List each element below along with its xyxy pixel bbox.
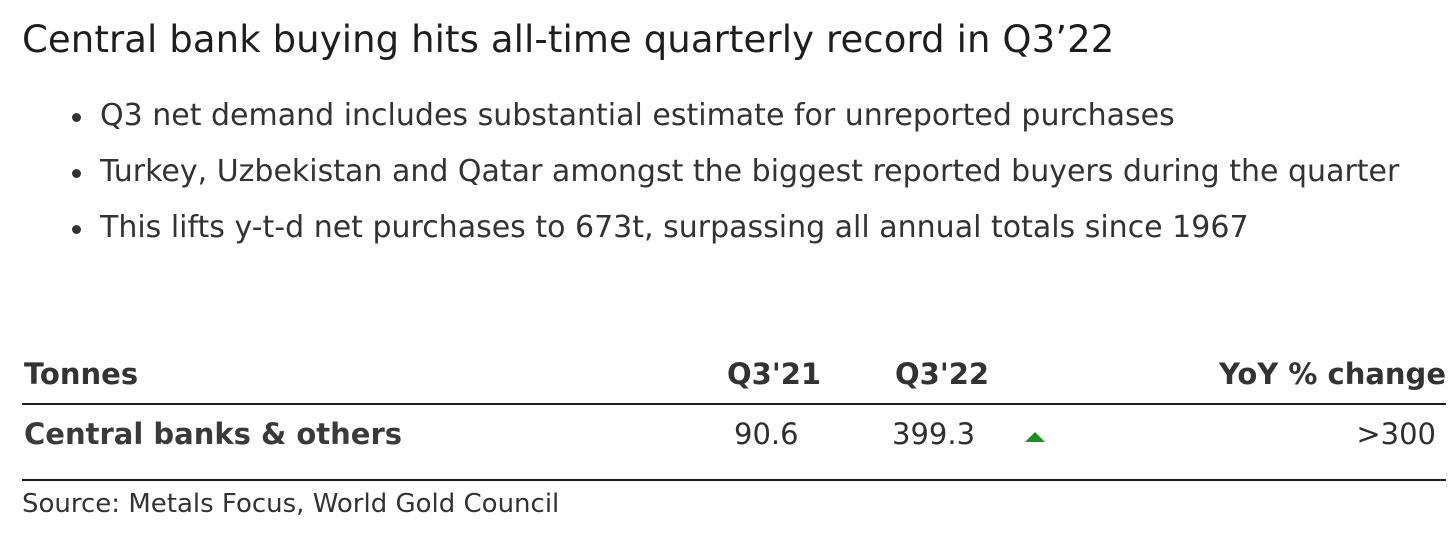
- table-header-row: Tonnes Q3'21 Q3'22 YoY % change: [22, 345, 1446, 403]
- demand-table: Tonnes Q3'21 Q3'22 YoY % change Central …: [22, 345, 1446, 481]
- bullet-text: Turkey, Uzbekistan and Qatar amongst the…: [100, 154, 1400, 189]
- cell-q321: 90.6: [734, 417, 799, 451]
- up-arrow-icon: [1025, 432, 1045, 442]
- bullet-list: Q3 net demand includes substantial estim…: [72, 88, 1430, 256]
- bullet-item: Q3 net demand includes substantial estim…: [72, 88, 1430, 144]
- cell-yoy: >300: [1356, 417, 1436, 451]
- column-header-yoy: YoY % change: [1219, 357, 1446, 391]
- table-bottom-divider: [22, 479, 1446, 481]
- bullet-text: Q3 net demand includes substantial estim…: [100, 98, 1175, 133]
- cell-q322: 399.3: [892, 417, 976, 451]
- bullet-dot-icon: [72, 113, 81, 122]
- bullet-dot-icon: [72, 225, 81, 234]
- bullet-dot-icon: [72, 169, 81, 178]
- header-divider: [22, 403, 1446, 405]
- column-header-tonnes: Tonnes: [24, 357, 139, 391]
- bullet-item: Turkey, Uzbekistan and Qatar amongst the…: [72, 144, 1430, 200]
- column-header-q322: Q3'22: [895, 357, 990, 391]
- bullet-item: This lifts y-t-d net purchases to 673t, …: [72, 200, 1430, 256]
- table-row: Central banks & others 90.6 399.3 >300: [22, 405, 1446, 463]
- column-header-q321: Q3'21: [727, 357, 822, 391]
- row-label: Central banks & others: [24, 417, 403, 451]
- bullet-text: This lifts y-t-d net purchases to 673t, …: [100, 210, 1249, 245]
- page-title: Central bank buying hits all-time quarte…: [22, 18, 1115, 61]
- source-note: Source: Metals Focus, World Gold Council: [22, 489, 560, 519]
